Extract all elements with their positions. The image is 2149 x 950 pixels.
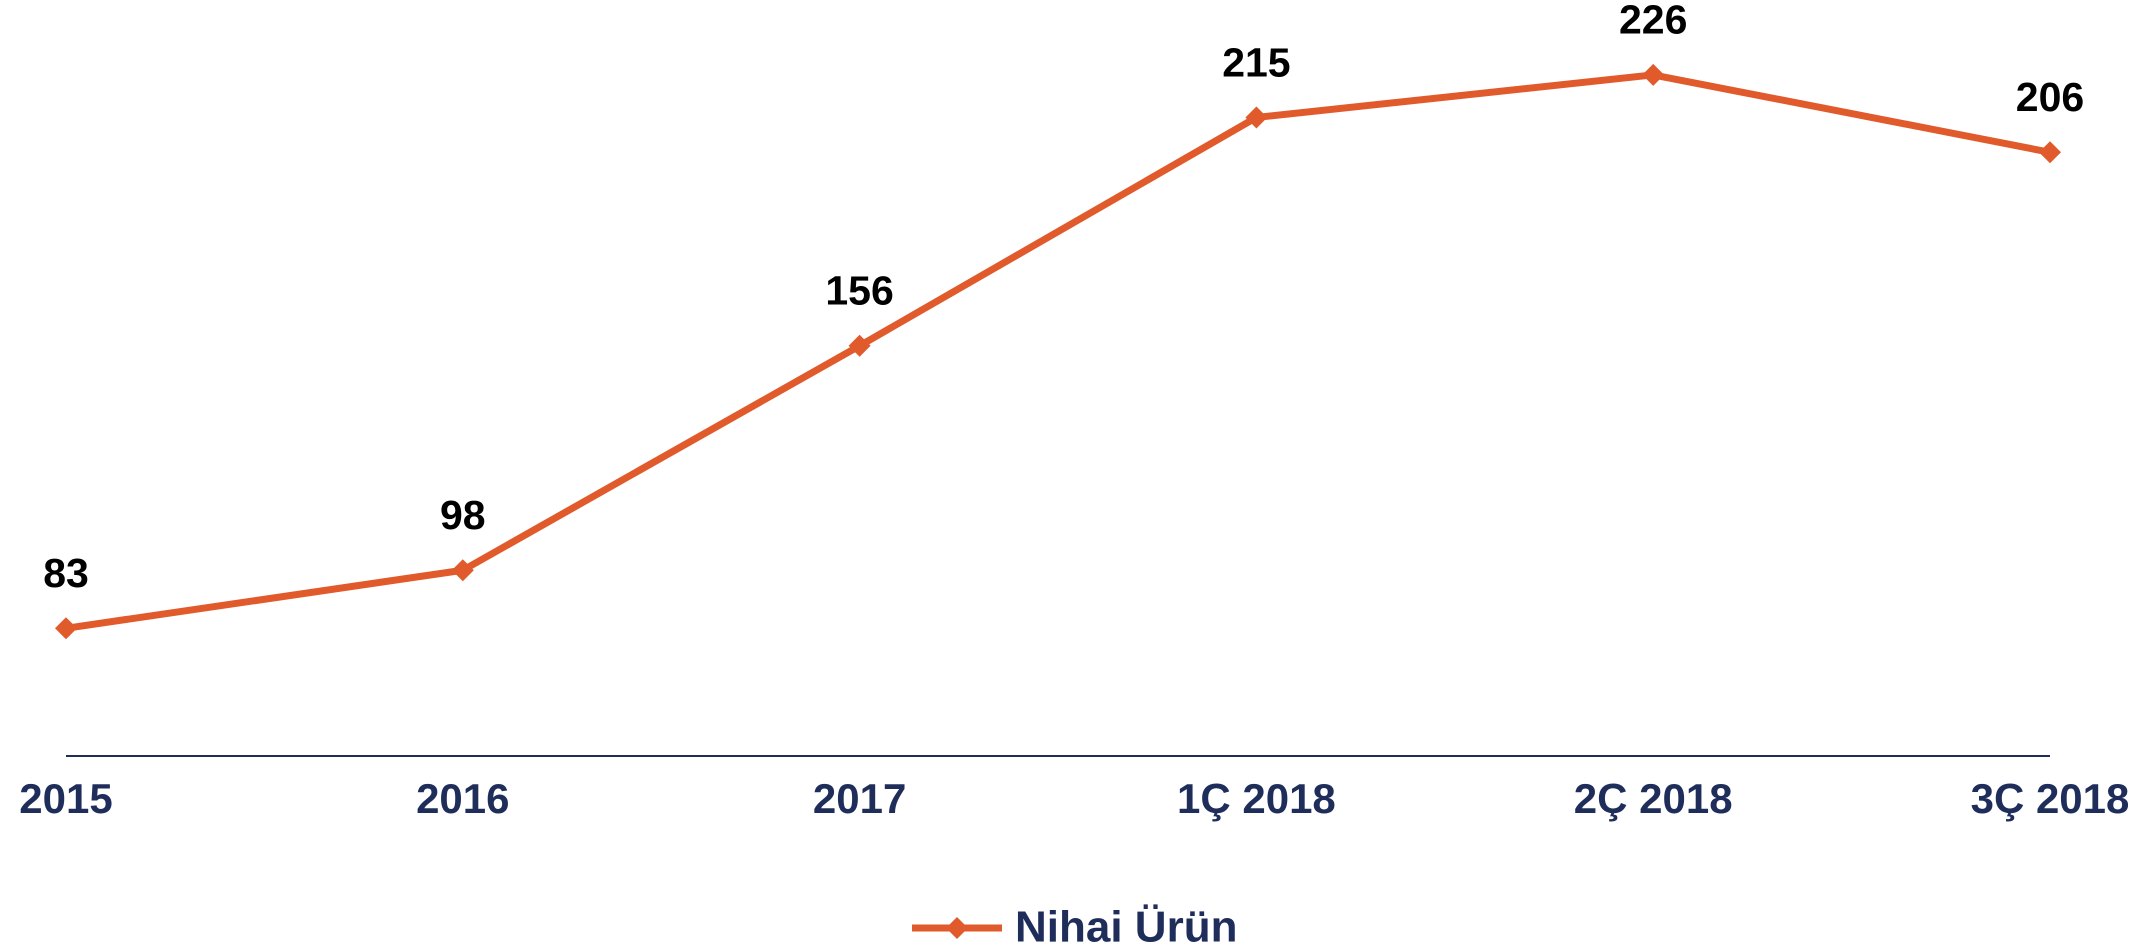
- data-label: 156: [825, 268, 893, 314]
- data-label: 206: [2016, 74, 2084, 120]
- legend-marker: [946, 917, 968, 939]
- point-marker: [1642, 63, 1665, 86]
- x-tick-label: 2015: [19, 775, 112, 822]
- point-marker: [55, 617, 77, 640]
- x-tick-label: 3Ç 2018: [1971, 775, 2130, 822]
- legend-label: Nihai Ürün: [1015, 903, 1237, 950]
- data-label: 98: [440, 492, 486, 538]
- data-label: 226: [1619, 0, 1687, 43]
- x-tick-label: 1Ç 2018: [1177, 775, 1336, 822]
- point-marker: [451, 559, 474, 582]
- point-marker: [848, 334, 871, 357]
- point-marker: [2039, 141, 2061, 164]
- point-marker: [1245, 106, 1268, 129]
- x-tick-label: 2017: [813, 775, 906, 822]
- data-label: 83: [43, 550, 89, 596]
- data-label: 215: [1222, 39, 1290, 85]
- series-line: [65, 71, 2051, 632]
- x-tick-label: 2Ç 2018: [1574, 775, 1733, 822]
- x-tick-label: 2016: [416, 775, 509, 822]
